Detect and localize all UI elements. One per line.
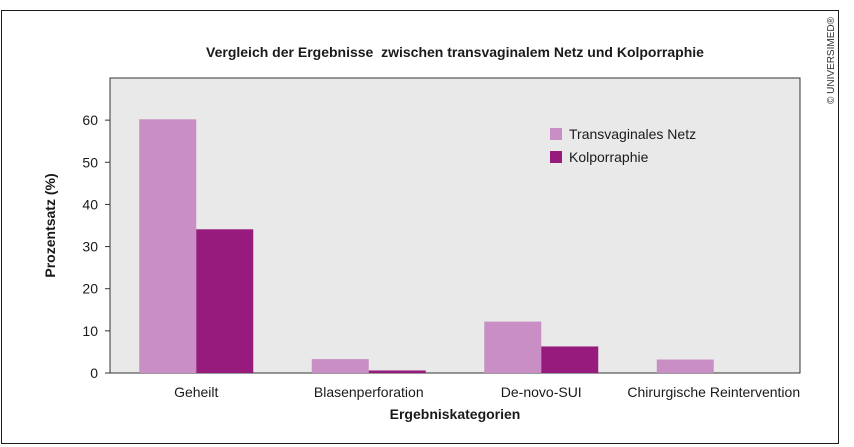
y-tick-label: 60: [82, 112, 98, 128]
bar-transvaginales-netz: [656, 359, 714, 373]
bar-transvaginales-netz: [311, 359, 369, 373]
y-tick-label: 0: [90, 365, 98, 381]
bars: [139, 119, 714, 373]
legend: Transvaginales Netz Kolporraphie: [550, 126, 696, 165]
legend-swatch: [550, 128, 562, 140]
x-axis-label: Ergebniskategorien: [390, 406, 521, 422]
bar-transvaginales-netz: [139, 119, 197, 373]
x-tick-label: Blasenperforation: [314, 384, 424, 400]
y-axis-label: Prozentsatz (%): [42, 173, 58, 277]
bar-kolporraphie: [541, 346, 599, 373]
x-tick-label: Geheilt: [174, 384, 218, 400]
legend-swatch: [550, 151, 562, 163]
x-tick-label: Chirurgische Reintervention: [627, 384, 800, 400]
bar-kolporraphie: [368, 370, 426, 373]
chart-title: Vergleich der Ergebnisse zwischen transv…: [206, 44, 704, 60]
y-tick-label: 50: [82, 154, 98, 170]
legend-label: Kolporraphie: [569, 149, 649, 165]
x-axis-ticks: Geheilt Blasenperforation De-novo-SUI Chiru…: [174, 384, 800, 400]
figure-frame: [1, 10, 839, 444]
y-tick-label: 30: [82, 239, 98, 255]
copyright-notice: © UNIVERSIMED®: [826, 17, 837, 104]
y-tick-label: 40: [82, 196, 98, 212]
legend-label: Transvaginales Netz: [569, 126, 696, 142]
bar-kolporraphie: [196, 229, 254, 373]
y-tick-label: 20: [82, 281, 98, 297]
y-tick-label: 10: [82, 323, 98, 339]
x-tick-label: De-novo-SUI: [501, 384, 582, 400]
bar-transvaginales-netz: [484, 321, 542, 373]
y-axis-ticks: 0 10 20 30 40 50 60: [82, 112, 110, 381]
